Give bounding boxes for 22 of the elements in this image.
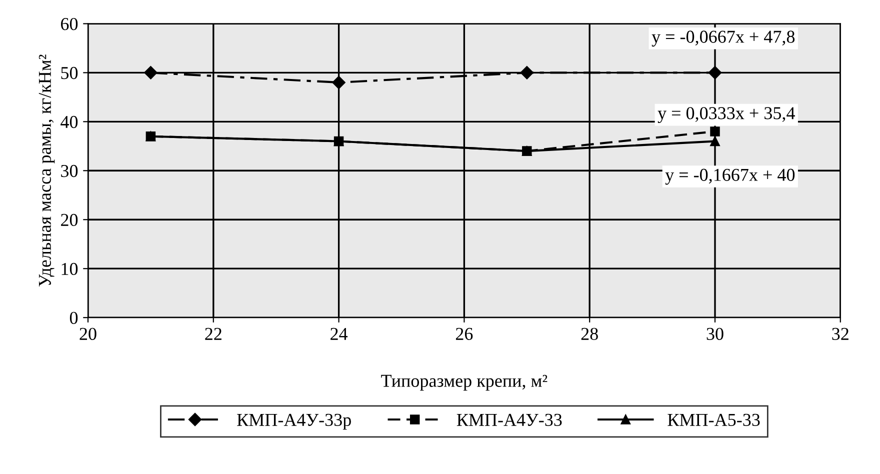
y-tick-label: 10 <box>62 262 78 276</box>
x-tick-label: 22 <box>205 328 222 340</box>
legend-label: КМП-А4У-33р <box>237 414 351 430</box>
annotation: y = -0,1667x + 40 <box>665 168 795 185</box>
annotation: y = -0,0667x + 47,8 <box>652 30 795 47</box>
y-tick-label: 60 <box>61 18 78 30</box>
annotation: y = 0,0333x + 35,4 <box>658 107 795 123</box>
y-tick-label: 30 <box>61 164 78 178</box>
y-tick-label: 50 <box>61 66 78 80</box>
x-tick-label: 20 <box>80 328 96 340</box>
y-tick-label: 20 <box>61 214 78 226</box>
x-tick-label: 32 <box>832 328 848 340</box>
x-tick-label: 30 <box>706 328 724 340</box>
y-axis-title: Удельная масса рамы, кг/кНм² <box>38 54 55 286</box>
y-tick-label: 0 <box>70 312 78 324</box>
legend-label: КМП-А4У-33 <box>456 414 562 426</box>
y-tick-label: 40 <box>60 116 78 128</box>
x-axis-title: Типоразмер крепи, м² <box>381 374 548 391</box>
x-tick-label: 28 <box>581 328 598 340</box>
x-tick-label: 26 <box>456 328 473 340</box>
x-tick-label: 24 <box>330 328 348 340</box>
legend-label: КМП-А5-33 <box>668 414 760 426</box>
